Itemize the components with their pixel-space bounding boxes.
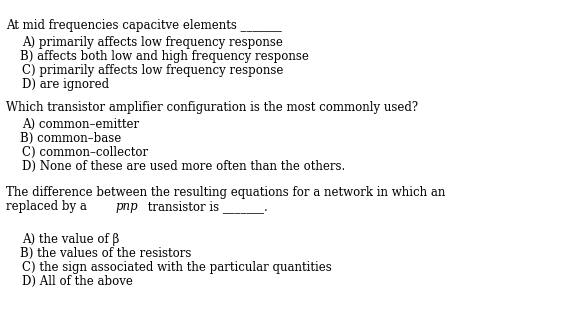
Text: transistor is _______.: transistor is _______. [145, 200, 268, 213]
Text: B) affects both low and high frequency response: B) affects both low and high frequency r… [20, 50, 309, 63]
Text: C) the sign associated with the particular quantities: C) the sign associated with the particul… [22, 261, 332, 274]
Text: C) common–collector: C) common–collector [22, 146, 148, 159]
Text: pnp: pnp [115, 200, 138, 213]
Text: The difference between the resulting equations for a network in which an: The difference between the resulting equ… [6, 186, 449, 199]
Text: A) primarily affects low frequency response: A) primarily affects low frequency respo… [22, 36, 283, 49]
Text: At mid frequencies capacitve elements _______: At mid frequencies capacitve elements __… [6, 19, 282, 32]
Text: D) are ignored: D) are ignored [22, 78, 109, 91]
Text: A) the value of β: A) the value of β [22, 233, 119, 246]
Text: B) the values of the resistors: B) the values of the resistors [20, 247, 191, 260]
Text: D) None of these are used more often than the others.: D) None of these are used more often tha… [22, 160, 345, 173]
Text: A) common–emitter: A) common–emitter [22, 118, 139, 131]
Text: replaced by a: replaced by a [6, 200, 90, 213]
Text: C) primarily affects low frequency response: C) primarily affects low frequency respo… [22, 64, 283, 77]
Text: B) common–base: B) common–base [20, 132, 121, 145]
Text: Which transistor amplifier configuration is the most commonly used?: Which transistor amplifier configuration… [6, 101, 418, 114]
Text: D) All of the above: D) All of the above [22, 275, 133, 288]
